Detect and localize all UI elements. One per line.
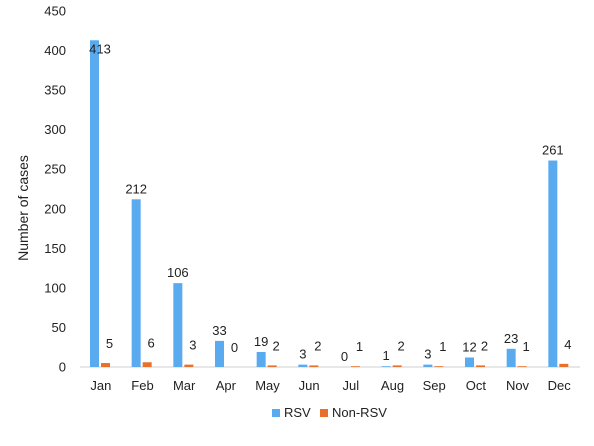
x-tick-label-mar: Mar <box>173 378 196 393</box>
x-tick-label-jan: Jan <box>90 378 111 393</box>
y-axis-title: Number of cases <box>15 155 31 261</box>
y-tick-label: 350 <box>44 83 66 98</box>
bar-rsv-aug <box>381 366 391 367</box>
data-label-rsv-oct: 12 <box>462 340 476 355</box>
bar-rsv-oct <box>465 357 474 367</box>
x-tick-label-feb: Feb <box>131 378 153 393</box>
data-label-rsv-dec: 261 <box>542 143 564 158</box>
bar-rsv-may <box>256 351 266 367</box>
bar-non-rsv-mar <box>184 364 194 367</box>
data-label-non-rsv-oct: 2 <box>481 338 488 353</box>
y-tick-label: 200 <box>44 201 66 216</box>
bar-non-rsv-feb <box>142 362 152 367</box>
legend: RSV Non-RSV <box>272 405 387 420</box>
bar-non-rsv-may <box>267 365 277 367</box>
legend-swatch-non-rsv <box>320 409 328 417</box>
bar-rsv-feb <box>131 199 141 367</box>
data-label-rsv-jan: 413 <box>89 41 111 56</box>
data-label-non-rsv-may: 2 <box>273 338 280 353</box>
y-axis-title-group: Number of cases <box>15 155 31 261</box>
y-tick-label: 400 <box>44 43 66 58</box>
y-tick-label: 50 <box>52 320 66 335</box>
data-label-non-rsv-mar: 3 <box>189 338 196 353</box>
data-label-non-rsv-feb: 6 <box>148 335 155 350</box>
x-tick-label-may: May <box>255 378 280 393</box>
data-label-rsv-sep: 3 <box>424 347 431 362</box>
legend-label-non-rsv: Non-RSV <box>332 405 387 420</box>
x-axis-ticks: Jan Feb Mar Apr May Jun Jul Aug Sep Oct Nov Dec <box>90 378 571 393</box>
data-label-rsv-feb: 212 <box>125 181 147 196</box>
bar-non-rsv-jan <box>101 363 110 367</box>
bar-rsv-dec <box>548 160 558 367</box>
data-label-non-rsv-jan: 5 <box>106 336 113 351</box>
bar-non-rsv-dec <box>559 363 569 367</box>
x-tick-label-nov: Nov <box>506 378 530 393</box>
legend-swatch-rsv <box>272 409 280 417</box>
bar-rsv-jun <box>298 364 308 367</box>
bar-rsv-apr <box>215 340 224 367</box>
bar-non-rsv-jul <box>351 366 360 367</box>
bar-non-rsv-nov <box>517 366 527 367</box>
data-label-non-rsv-apr: 0 <box>231 340 238 355</box>
data-label-rsv-jul: 0 <box>341 349 348 364</box>
y-tick-label: 450 <box>44 4 66 19</box>
data-label-rsv-may: 19 <box>254 334 268 349</box>
bar-non-rsv-jun <box>309 365 319 367</box>
bar-non-rsv-aug <box>392 365 402 367</box>
legend-label-rsv: RSV <box>284 405 311 420</box>
y-tick-label: 250 <box>44 162 66 177</box>
data-label-non-rsv-nov: 1 <box>523 339 530 354</box>
data-label-rsv-nov: 23 <box>504 331 518 346</box>
data-label-rsv-aug: 1 <box>383 348 390 363</box>
bar-non-rsv-oct <box>476 365 485 367</box>
bars <box>90 40 569 367</box>
x-tick-label-apr: Apr <box>216 378 237 393</box>
bar-rsv-jan <box>90 40 99 367</box>
bar-non-rsv-sep <box>434 366 444 367</box>
data-label-rsv-jun: 3 <box>299 347 306 362</box>
y-tick-label: 300 <box>44 122 66 137</box>
data-label-rsv-apr: 33 <box>212 323 226 338</box>
x-tick-label-sep: Sep <box>423 378 446 393</box>
bar-rsv-sep <box>423 364 433 367</box>
x-tick-label-jun: Jun <box>299 378 320 393</box>
y-axis-ticks: 0 50 100 150 200 250 300 350 400 450 <box>44 4 66 375</box>
y-tick-label: 150 <box>44 241 66 256</box>
bar-rsv-mar <box>173 283 183 367</box>
data-label-non-rsv-dec: 4 <box>564 337 571 352</box>
data-label-non-rsv-sep: 1 <box>439 339 446 354</box>
x-tick-label-aug: Aug <box>381 378 404 393</box>
x-tick-label-oct: Oct <box>466 378 487 393</box>
data-label-non-rsv-jun: 2 <box>314 338 321 353</box>
data-label-non-rsv-aug: 2 <box>398 338 405 353</box>
x-tick-label-jul: Jul <box>343 378 360 393</box>
y-tick-label: 0 <box>59 360 66 375</box>
data-label-rsv-mar: 106 <box>167 265 189 280</box>
x-tick-label-dec: Dec <box>548 378 572 393</box>
bar-rsv-nov <box>506 348 516 367</box>
data-label-non-rsv-jul: 1 <box>356 339 363 354</box>
y-tick-label: 100 <box>44 280 66 295</box>
